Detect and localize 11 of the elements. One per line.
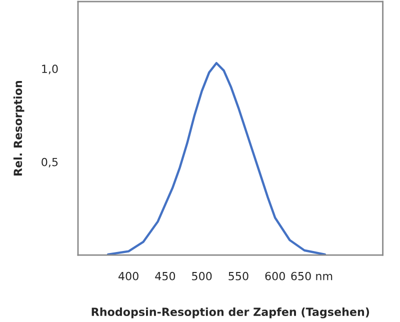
x-tick-label: 500	[192, 272, 212, 280]
line-series	[106, 62, 326, 256]
x-axis-title: Rhodopsin-Resoption der Zapfen (Tagsehen)	[92, 307, 370, 318]
x-tick-label: 600	[265, 272, 285, 280]
x-tick-label: 550	[228, 272, 248, 280]
x-tick-label: 650 nm	[291, 272, 332, 280]
y-tick-label: 1,0	[42, 64, 58, 74]
x-tick-label: 450	[155, 272, 176, 280]
x-tick-label: 400	[118, 272, 138, 280]
y-axis-title: Rel. Resorption	[13, 80, 24, 176]
y-tick-label: 0,5	[42, 158, 58, 168]
